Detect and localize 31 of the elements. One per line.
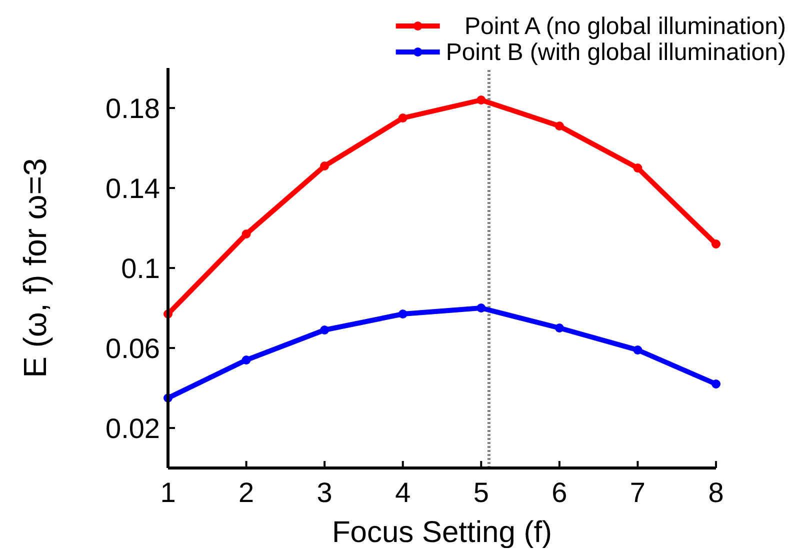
x-tick-label: 3 bbox=[316, 477, 332, 508]
x-tick-label: 7 bbox=[630, 477, 646, 508]
x-tick-label: 5 bbox=[473, 477, 489, 508]
y-tick-label: 0.1 bbox=[121, 252, 160, 284]
x-tick-label: 1 bbox=[160, 477, 176, 508]
point bbox=[398, 114, 408, 122]
point bbox=[712, 240, 720, 248]
x-tick-label: 2 bbox=[238, 477, 254, 508]
point bbox=[633, 164, 642, 172]
y-tick-label: 0.02 bbox=[106, 412, 160, 444]
point bbox=[554, 122, 564, 130]
point bbox=[554, 324, 564, 332]
x-axis-title: Focus Setting (f) bbox=[332, 516, 552, 549]
y-tick-label: 0.18 bbox=[106, 92, 160, 124]
point bbox=[476, 304, 486, 312]
point bbox=[398, 310, 408, 318]
x-tick-label: 8 bbox=[708, 477, 724, 508]
point bbox=[476, 96, 486, 104]
y-tick-label: 0.06 bbox=[106, 332, 160, 364]
point bbox=[242, 356, 251, 364]
point bbox=[712, 380, 720, 388]
x-tick-label: 4 bbox=[395, 477, 411, 508]
legend-label: Point A (no global illumination) bbox=[464, 13, 786, 40]
x-tick-label: 6 bbox=[552, 477, 568, 508]
point bbox=[320, 326, 330, 334]
y-tick-label: 0.14 bbox=[106, 172, 160, 204]
point bbox=[320, 162, 330, 170]
point bbox=[242, 230, 251, 238]
point bbox=[633, 346, 642, 354]
legend-label: Point B (with global illumination) bbox=[446, 39, 786, 66]
y-axis-title: E (ω, f) for ω=3 bbox=[17, 158, 53, 378]
